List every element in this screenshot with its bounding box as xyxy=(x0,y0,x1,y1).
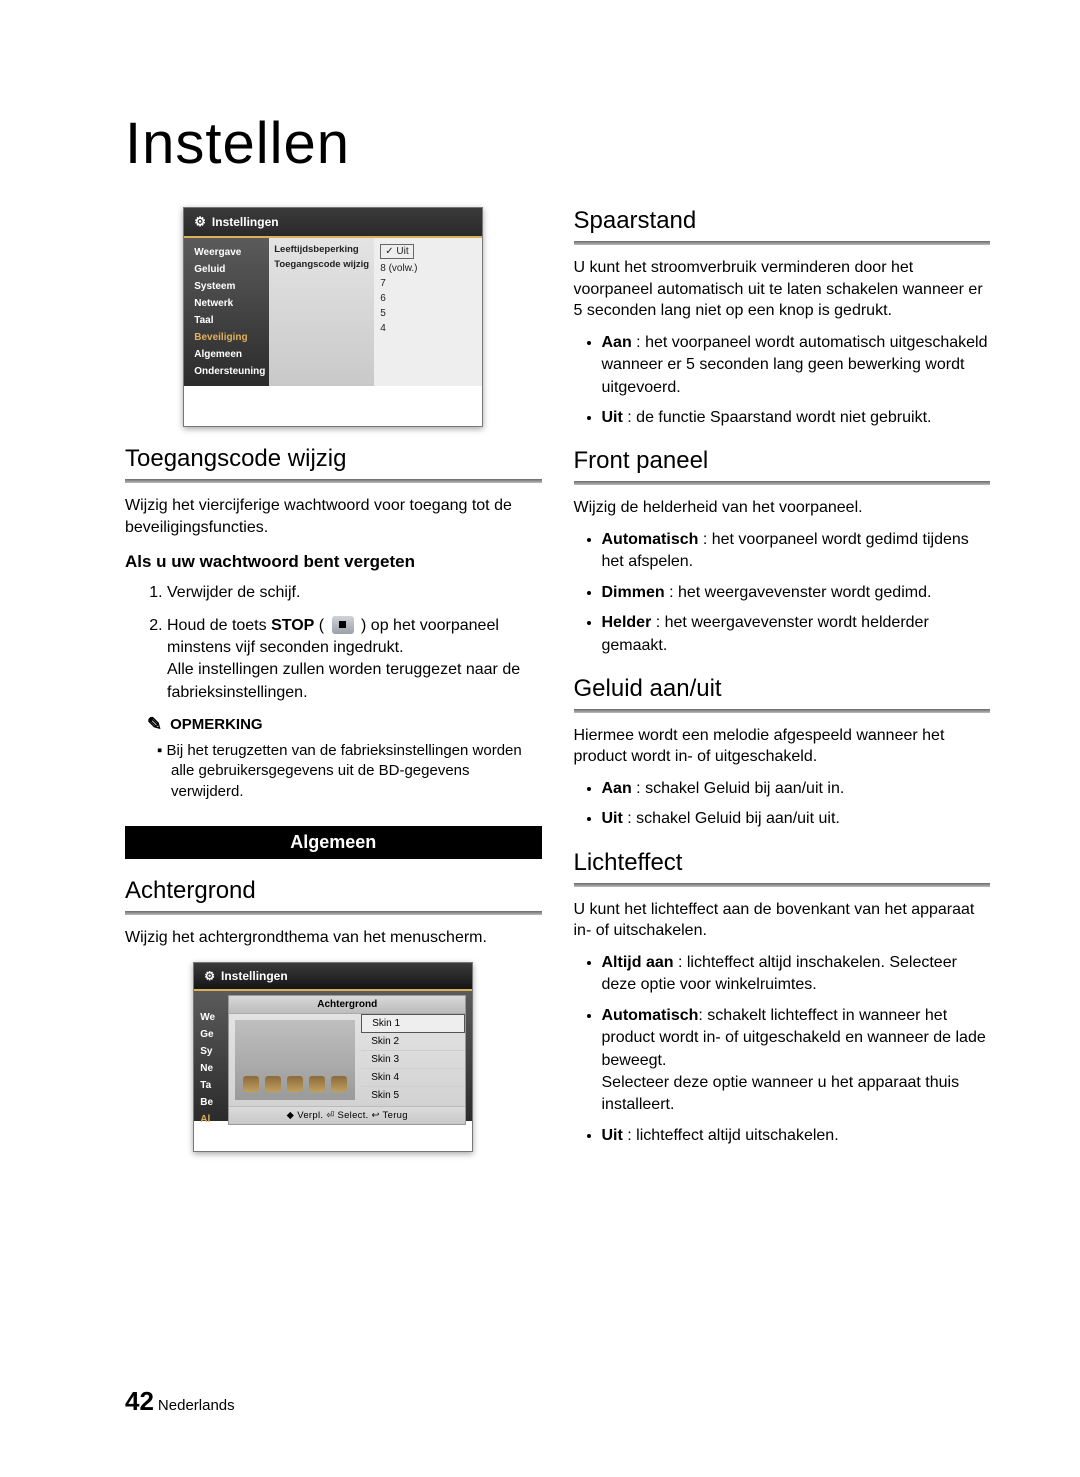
gear-icon: ⚙ xyxy=(204,969,215,983)
panel-title: Instellingen xyxy=(221,969,288,983)
heading-toegangscode: Toegangscode wijzig xyxy=(125,445,542,473)
preview-icon xyxy=(287,1076,303,1092)
note-icon: ✎ xyxy=(147,714,162,735)
para: Hiermee wordt een melodie afgespeeld wan… xyxy=(574,725,991,768)
note-label: ✎ OPMERKING xyxy=(147,714,542,735)
mid-item[interactable]: Toegangscode wijzig xyxy=(274,257,369,272)
sidebar-item[interactable]: Taal xyxy=(184,312,269,329)
note-body: ▪ Bij het terugzetten van de fabrieksins… xyxy=(125,741,542,802)
option-item: Aan : het voorpaneel wordt automatisch u… xyxy=(602,332,991,399)
popup-achtergrond: Achtergrond Skin 1 xyxy=(228,995,466,1125)
value-item[interactable]: 4 xyxy=(380,321,476,336)
gear-icon: ⚙ xyxy=(194,214,206,230)
value-selected[interactable]: ✓ Uit xyxy=(380,244,413,259)
skin-item[interactable]: Skin 1 xyxy=(361,1014,465,1033)
step-item: Verwijder de schijf. xyxy=(167,582,542,604)
sidebar-item[interactable]: Geluid xyxy=(184,261,269,278)
panel-title: Instellingen xyxy=(212,215,279,229)
settings-panel-security: ⚙ Instellingen Weergave Geluid Systeem N… xyxy=(183,207,483,427)
option-item: Uit : schakel Geluid bij aan/uit uit. xyxy=(602,808,991,830)
preview-icon xyxy=(331,1076,347,1092)
option-item: Altijd aan : lichteffect altijd inschake… xyxy=(602,952,991,997)
panel-sidebar-trunc: We Ge Sy Ne Ta Be Al On xyxy=(194,991,224,1121)
sidebar-item-security[interactable]: Beveiliging xyxy=(184,329,269,346)
sidebar-item[interactable]: Systeem xyxy=(184,278,269,295)
settings-panel-achtergrond: ⚙ Instellingen We Ge Sy Ne Ta Be Al On A… xyxy=(193,962,473,1152)
preview-icon xyxy=(265,1076,281,1092)
sidebar-item[interactable]: Ondersteuning xyxy=(184,363,269,380)
option-item: Aan : schakel Geluid bij aan/uit in. xyxy=(602,778,991,800)
skin-list: Skin 1 Skin 2 Skin 3 Skin 4 Skin 5 xyxy=(361,1014,465,1106)
skin-preview xyxy=(235,1020,355,1100)
rule xyxy=(574,883,991,887)
option-item: Uit : lichteffect altijd uitschakelen. xyxy=(602,1125,991,1147)
options-list: Altijd aan : lichteffect altijd inschake… xyxy=(574,952,991,1147)
para: Wijzig het achtergrondthema van het menu… xyxy=(125,927,542,949)
banner-algemeen: Algemeen xyxy=(125,826,542,859)
value-item[interactable]: 7 xyxy=(380,276,476,291)
skin-item[interactable]: Skin 5 xyxy=(361,1087,465,1105)
para: Wijzig het viercijferige wachtwoord voor… xyxy=(125,495,542,538)
page-title: Instellen xyxy=(125,110,990,177)
option-item: Automatisch : het voorpaneel wordt gedim… xyxy=(602,529,991,574)
popup-footer: ◆ Verpl. ⏎ Select. ↩ Terug xyxy=(229,1106,465,1124)
panel-mid: Leeftijdsbeperking Toegangscode wijzig xyxy=(269,238,374,386)
rule xyxy=(574,709,991,713)
sidebar-item[interactable]: Weergave xyxy=(184,244,269,261)
para: U kunt het lichteffect aan de bovenkant … xyxy=(574,899,991,942)
mid-item[interactable]: Leeftijdsbeperking xyxy=(274,242,369,257)
value-item[interactable]: 8 (volw.) xyxy=(380,261,476,276)
heading-frontpaneel: Front paneel xyxy=(574,447,991,475)
panel-sidebar: Weergave Geluid Systeem Netwerk Taal Bev… xyxy=(184,238,269,386)
heading-achtergrond: Achtergrond xyxy=(125,877,542,905)
heading-lichteffect: Lichteffect xyxy=(574,849,991,877)
popup-title: Achtergrond xyxy=(229,996,465,1014)
rule xyxy=(125,479,542,483)
rule xyxy=(125,911,542,915)
heading-geluid: Geluid aan/uit xyxy=(574,675,991,703)
options-list: Aan : schakel Geluid bij aan/uit in. Uit… xyxy=(574,778,991,831)
preview-icon xyxy=(309,1076,325,1092)
skin-item[interactable]: Skin 4 xyxy=(361,1069,465,1087)
para: Wijzig de helderheid van het voorpaneel. xyxy=(574,497,991,519)
option-item: Uit : de functie Spaarstand wordt niet g… xyxy=(602,407,991,429)
panel-values: ✓ Uit 8 (volw.) 7 6 5 4 xyxy=(374,238,482,386)
stop-icon xyxy=(332,616,354,634)
page-number: 42Nederlands xyxy=(125,1386,235,1417)
rule xyxy=(574,481,991,485)
preview-icon xyxy=(243,1076,259,1092)
option-item: Automatisch: schakelt lichteffect in wan… xyxy=(602,1005,991,1117)
para: U kunt het stroomverbruik verminderen do… xyxy=(574,257,991,322)
rule xyxy=(574,241,991,245)
heading-spaarstand: Spaarstand xyxy=(574,207,991,235)
value-item[interactable]: 5 xyxy=(380,306,476,321)
options-list: Aan : het voorpaneel wordt automatisch u… xyxy=(574,332,991,430)
value-item[interactable]: 6 xyxy=(380,291,476,306)
subheading-vergeten: Als u uw wachtwoord bent vergeten xyxy=(125,552,542,572)
option-item: Dimmen : het weergavevenster wordt gedim… xyxy=(602,582,991,604)
skin-item[interactable]: Skin 3 xyxy=(361,1051,465,1069)
option-item: Helder : het weergavevenster wordt helde… xyxy=(602,612,991,657)
options-list: Automatisch : het voorpaneel wordt gedim… xyxy=(574,529,991,657)
step-item: Houd de toets STOP ( ) op het voorpaneel… xyxy=(167,615,542,705)
skin-item[interactable]: Skin 2 xyxy=(361,1033,465,1051)
steps-list: Verwijder de schijf. Houd de toets STOP … xyxy=(125,582,542,704)
sidebar-item[interactable]: Netwerk xyxy=(184,295,269,312)
sidebar-item[interactable]: Algemeen xyxy=(184,346,269,363)
